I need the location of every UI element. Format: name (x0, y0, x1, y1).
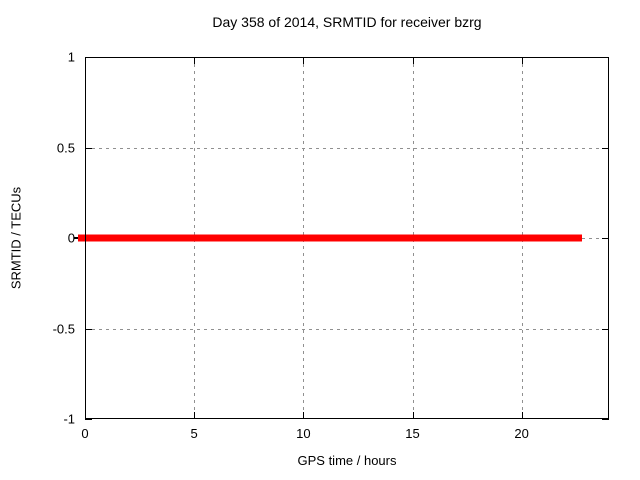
y-tick-label: 0 (67, 230, 75, 246)
y-tick-left (85, 147, 92, 149)
y-axis-label: SRMTID / TECUs (8, 186, 24, 290)
x-tick-label: 0 (81, 426, 89, 441)
x-tick-bottom (194, 412, 196, 419)
y-tick-label: 0.5 (56, 140, 75, 155)
y-tick-right (602, 147, 609, 149)
chart-title: Day 358 of 2014, SRMTID for receiver bzr… (212, 14, 482, 30)
x-tick-bottom (521, 412, 523, 419)
x-tick-top (194, 57, 196, 64)
y-tick-label: 1 (67, 49, 75, 65)
y-tick-left (85, 57, 92, 58)
y-tick-right (602, 328, 609, 330)
x-tick-top (303, 57, 305, 64)
x-tick-bottom (303, 412, 305, 419)
x-tick-bottom (85, 412, 86, 419)
y-tick-left (85, 328, 92, 330)
y-gridline (85, 147, 609, 149)
x-tick-label: 5 (190, 426, 198, 441)
y-tick-left (85, 419, 92, 420)
y-tick-label: -0.5 (52, 321, 75, 336)
y-gridline (85, 328, 609, 330)
y-tick-right (602, 238, 609, 239)
x-tick-top (412, 57, 414, 64)
x-axis-label: GPS time / hours (297, 453, 397, 468)
x-tick-top (521, 57, 523, 64)
plot-area: 0 5 10 15 20 1 0.5 0 -0.5 -1 (53, 51, 609, 440)
y-tick-label: -1 (63, 411, 75, 427)
y-tick-right (602, 57, 609, 58)
x-tick-label: 10 (296, 426, 311, 441)
data-line-srmtid (78, 234, 582, 242)
x-tick-top (85, 57, 86, 64)
y-tick-right (602, 419, 609, 420)
x-tick-label: 20 (514, 426, 529, 441)
x-tick-label: 15 (405, 426, 420, 441)
x-tick-bottom (412, 412, 414, 419)
y-zero-outer-tick (74, 237, 79, 239)
